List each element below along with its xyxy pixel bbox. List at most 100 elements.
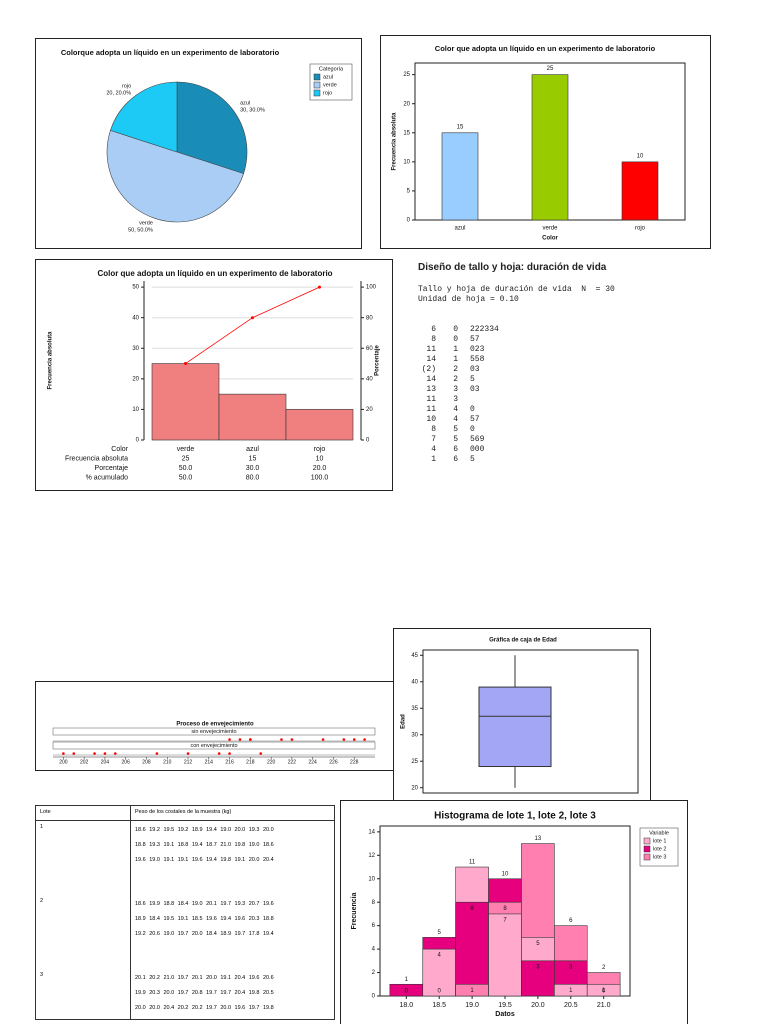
value: 18.4 (149, 916, 160, 922)
x-tick-label: 212 (184, 759, 193, 765)
x-axis-label: Datos (495, 1011, 515, 1018)
dot (72, 752, 76, 755)
value: 17.8 (248, 931, 260, 937)
tick-label: 25 (403, 72, 410, 78)
depth: (2) (421, 365, 436, 374)
stem: 1 (453, 355, 458, 364)
value: 20.1 (191, 975, 203, 981)
x-tick-label: 216 (225, 759, 234, 765)
leaves: 57 (470, 415, 480, 424)
panel-header (52, 727, 376, 736)
pie-slice (176, 81, 248, 175)
depth: 10 (426, 415, 436, 424)
value: 19.7 (206, 990, 217, 996)
stem-title: Diseño de tallo y hoja: duración de vida (418, 262, 607, 273)
value: 19.1 (220, 975, 232, 981)
stem: 5 (453, 425, 458, 434)
header-cell: Peso de los costales de la muestra (kg) (135, 809, 232, 815)
y-axis-label: Edad (401, 714, 407, 729)
stem-row: (2) 2 03 (418, 365, 658, 375)
stem-rows: 6 0 222334 8 0 57 11 1 023 14 1 558 (2) 2 03 14 2 5 13 3 03 1… (418, 325, 658, 465)
slice-category: rojo (122, 83, 131, 89)
value-label: 10 (637, 153, 644, 159)
value: 20.6 (262, 975, 274, 981)
stem: 0 (453, 325, 458, 334)
value: 19.6 (248, 975, 260, 981)
panel-label: con envejecimiento (190, 743, 237, 749)
tick-label: 30 (411, 732, 418, 738)
value: 19.7 (177, 975, 189, 981)
chart-title: Colorque adopta un líquido en un experim… (61, 48, 280, 57)
value: 18.8 (163, 901, 175, 907)
table-cell: 20.0 (313, 465, 327, 472)
tick-label: 40 (411, 679, 418, 685)
depth: 8 (431, 425, 436, 434)
x-tick-label: 228 (350, 759, 359, 765)
y-axis-label: Frecuencia absoluta (392, 112, 398, 171)
stem: 2 (453, 365, 458, 374)
value: 20.5 (262, 990, 274, 996)
value: 19.4 (220, 916, 232, 922)
x-tick-label: 210 (163, 759, 172, 765)
stem: 4 (453, 405, 458, 414)
depth: 1 (431, 455, 436, 464)
value: 20.7 (248, 901, 260, 907)
cumulative-point (251, 316, 254, 320)
value: 18.4 (177, 901, 189, 907)
value-label: 2 (602, 965, 606, 971)
lote-cell: 2 (36, 895, 131, 969)
value: 20.0 (149, 1005, 160, 1011)
chart-frame (35, 681, 395, 771)
value: 18.8 (177, 842, 189, 848)
value-label: 5 (536, 941, 540, 947)
slice-category: azul (240, 101, 250, 107)
header-cell: Lote (36, 806, 131, 820)
leaves: 0 (470, 405, 475, 414)
table-cell: rojo (314, 446, 326, 453)
leaves: 569 (470, 435, 485, 444)
bar (441, 132, 479, 221)
x-tick-label: 206 (122, 759, 131, 765)
value: 20.2 (191, 1005, 203, 1011)
values-line: 20.1 20.2 21.0 19.7 20.1 20.0 19.1 20.4 19.6 20.6 (135, 975, 330, 981)
value: 20.1 (135, 975, 146, 981)
value-label: 10 (502, 871, 509, 877)
tick-label: 0 (407, 218, 411, 224)
x-tick-label: 224 (309, 759, 318, 765)
tick-label: 14 (368, 829, 375, 835)
value: 20.4 (163, 1005, 175, 1011)
values-line: 20.0 20.0 20.4 20.2 20.2 19.7 20.0 19.6 19.7 19.8 (135, 1005, 330, 1011)
stem: 4 (453, 415, 458, 424)
value: 19.4 (206, 827, 217, 833)
tick-label: 10 (368, 876, 375, 882)
chart-title: Histograma de lote 1, lote 2, lote 3 (434, 811, 596, 822)
table-cell: azul (246, 446, 259, 453)
stem: 1 (453, 345, 458, 354)
stem-row: 7 5 569 (418, 435, 658, 445)
values-line: 19.9 20.3 20.0 19.7 20.8 19.7 19.7 20.4 19.8 20.5 (135, 990, 330, 996)
legend-label: lote 2 (653, 846, 666, 852)
chart-title: Color que adopta un líquido en un experi… (97, 269, 332, 278)
value: 19.0 (220, 827, 232, 833)
legend-label: azul (323, 74, 333, 80)
value: 20.4 (234, 990, 246, 996)
stem-row: 11 3 (418, 395, 658, 405)
value: 20.0 (135, 1005, 146, 1011)
values-line: 19.2 20.6 19.0 19.7 20.0 18.4 18.9 19.7 17.8 19.4 (135, 931, 330, 937)
leaves: 03 (470, 385, 480, 394)
value: 20.3 (149, 990, 160, 996)
legend-title: Categoría (319, 66, 344, 72)
stem-row: 6 0 222334 (418, 325, 658, 335)
value: 20.0 (206, 975, 217, 981)
tick-label: 20 (411, 785, 418, 791)
x-tick-label: 226 (329, 759, 338, 765)
value-label: 13 (535, 836, 542, 842)
chart-title: Gráfica de caja de Edad (489, 638, 557, 644)
value: 18.6 (135, 901, 146, 907)
x-tick-label: 20.5 (564, 1002, 578, 1009)
pie-slice (110, 81, 178, 153)
values-line: 19.6 19.0 19.1 19.1 19.6 19.4 19.8 19.1 20.0 20.4 (135, 857, 330, 863)
values-cell: 18.6 19.9 18.8 18.4 19.0 20.1 19.7 19.3 20.7 19.6… (131, 895, 334, 969)
